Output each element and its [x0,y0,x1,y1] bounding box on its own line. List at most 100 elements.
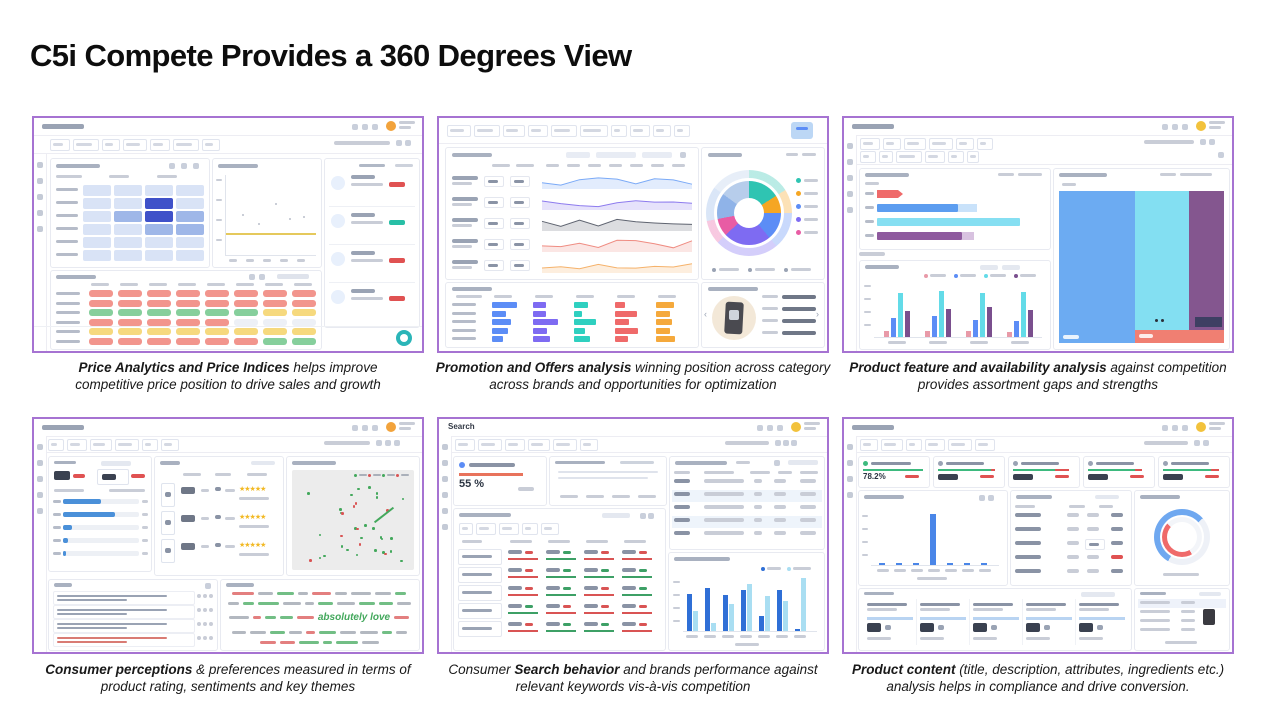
star-rating: ★★★★★ [239,542,266,549]
text-blur [450,129,464,132]
scatter-dot [360,536,363,539]
text-blur [1205,475,1219,478]
text-blur [622,622,636,626]
text-blur [201,489,209,492]
text-blur [888,341,906,344]
product-image [712,296,756,340]
kpi-value: 78.2% [863,472,886,481]
text-blur [847,207,853,213]
scatter-dot [339,508,342,511]
kpi-track [867,617,913,620]
text-blur [297,259,305,262]
text-blur [145,443,151,446]
wordcloud-word [361,640,379,644]
text-blur [704,635,716,638]
text-blur [452,218,478,222]
text-blur [558,471,658,473]
wordcloud-word [231,630,246,634]
text-blur [277,274,309,279]
caption-bold: Price Analytics and Price Indices [78,360,290,375]
score-bars-panel [858,490,1008,586]
wordcloud-word [279,640,295,644]
text-blur [514,180,524,183]
mini-header [34,118,422,136]
text-blur [458,443,468,446]
scatter-dot [379,536,383,539]
text-blur [945,569,957,572]
text-blur [351,175,375,179]
kpi-track [973,617,1019,620]
text-blur [239,497,269,500]
heatmap-cell [145,237,173,248]
text-blur [755,268,775,271]
wordcloud-word [375,592,391,596]
text-blur [775,440,781,446]
rating-bar [63,512,115,517]
scatter-dot [374,549,377,552]
text-blur [563,605,571,608]
text-blur [70,443,80,446]
insight-row [53,591,195,605]
text-blur [978,443,988,446]
rating-track [63,538,139,543]
text-blur [673,594,680,596]
text-blur [862,554,868,556]
text-blur [394,440,400,446]
text-blur [1079,608,1109,611]
text-blur [216,199,222,201]
divider [1022,599,1023,645]
text-blur [53,539,61,542]
text-blur [758,635,770,638]
legend-dot [796,191,801,196]
text-blur [862,515,868,517]
trend-underline [622,612,652,614]
text-blur [209,594,213,598]
text-blur [979,495,985,501]
text-blur [37,226,43,232]
text-blur [800,471,818,474]
filter-chip [956,138,974,150]
heatmap-cell [145,211,173,222]
text-blur [203,608,207,612]
filter-chip [115,439,139,451]
text-blur [800,505,816,509]
text-blur [638,495,656,498]
text-blur [802,153,816,156]
text-blur [847,460,853,466]
text-blur [203,622,207,626]
metric-chip [510,197,530,208]
text-blur [911,569,923,572]
heatmap-cell [83,185,111,196]
text-blur [1209,422,1225,425]
text-blur [249,274,255,280]
text-blur [239,525,269,528]
scatter-dot [318,533,322,537]
text-blur [609,164,622,167]
wordcloud-word [317,602,333,606]
text-blur [42,425,84,430]
text-blur [54,471,70,480]
caption-tail: helps improve competitive price position… [75,360,381,393]
text-blur [57,599,127,601]
bar [801,578,806,631]
price-index-cell [234,328,258,336]
text-blur [462,609,492,612]
text-blur [399,427,411,430]
alert-icon [331,176,345,190]
text-blur [396,140,402,146]
caption-tail: against competition provides assortment … [917,360,1227,393]
text-blur [704,479,744,483]
bar [884,331,889,337]
content-kpi-panel [858,588,1132,651]
trend-underline [508,576,538,578]
filter-chip [967,151,979,163]
filter-chip [860,151,876,163]
price-index-cell [263,338,287,345]
divider [34,153,422,154]
filter-chip [896,151,922,163]
text-blur [1018,173,1042,176]
bar [939,291,944,337]
text-blur [905,475,919,478]
scatter-dot [354,502,358,505]
text-blur [909,443,915,446]
